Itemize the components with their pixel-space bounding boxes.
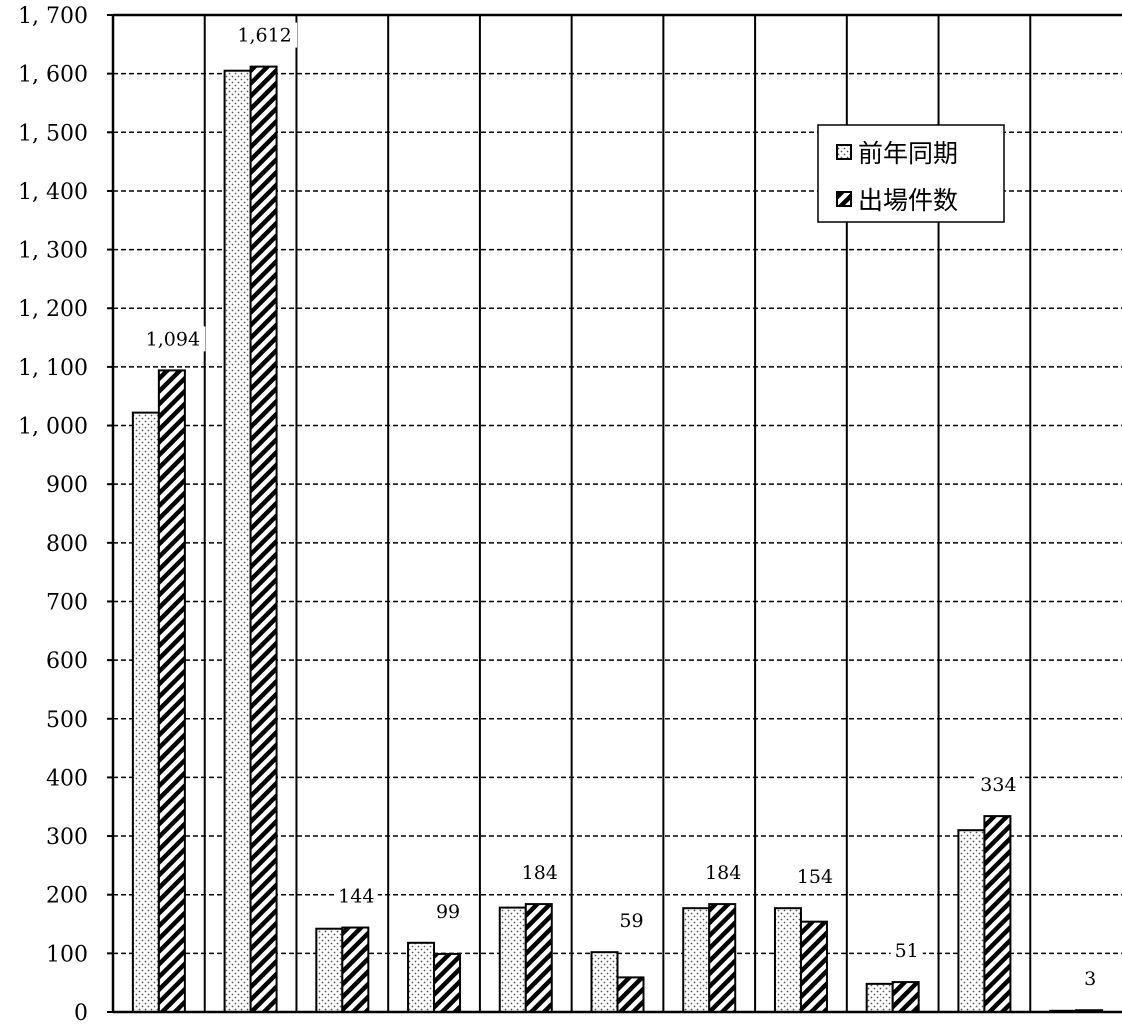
dispatch-count-bar [891,981,920,1014]
previous-year-bar [865,982,894,1014]
data-label: 51 [895,940,919,962]
legend-label-previous-year: 前年同期 [858,139,958,168]
y-tick-label: 1, 700 [18,4,88,29]
y-tick-label: 0 [74,1001,88,1026]
previous-year-bar [498,906,527,1013]
previous-year-bar [590,951,619,1013]
y-tick-label: 1, 500 [18,121,88,146]
bars [131,65,1104,1014]
dispatch-count-bar [983,815,1012,1014]
data-label: 154 [797,866,833,888]
data-label-background [615,908,648,934]
data-label: 144 [338,886,374,908]
data-label-background [701,860,745,886]
dispatch-count-bar [616,976,645,1014]
data-label-background [976,772,1020,798]
y-tick-label: 100 [46,942,88,967]
previous-year-bar [957,829,986,1013]
axes: 0 100 200 300 400 500 600 700 800 900 1, 000 1, 100… [18,4,1122,1026]
data-label: 1,094 [146,328,200,350]
data-label-background [793,864,837,890]
legend-swatch-dispatch-count [836,191,852,207]
y-tick-label: 400 [46,766,88,791]
previous-year-bar [773,907,802,1013]
data-labels: 1,094 1,612 144 99 184 59 184 154 51 334 3 [140,22,1101,992]
category-dividers [203,15,1032,1012]
data-label-background [890,938,923,964]
y-tick-label: 200 [46,884,88,909]
data-label: 184 [522,862,558,884]
previous-year-bar [407,941,436,1013]
data-label: 59 [619,910,643,932]
y-tick-label: 1, 200 [18,297,88,322]
previous-year-bar [223,69,252,1013]
y-tick-label: 1, 000 [18,415,88,440]
y-tick-label: 1, 300 [18,239,88,264]
data-label: 3 [1084,968,1096,990]
data-label: 184 [705,862,741,884]
previous-year-bar [315,927,344,1014]
data-label-background [518,860,562,886]
data-label: 99 [436,901,460,923]
previous-year-bar [682,907,711,1013]
y-tick-label: 1, 600 [18,63,88,88]
legend: 前年同期 出場件数 [817,124,1005,223]
previous-year-bar [131,411,160,1013]
dispatch-count-bar [524,903,553,1014]
y-tick-label: 300 [46,825,88,850]
y-tick-label: 800 [46,532,88,557]
data-label-background [232,22,298,48]
legend-swatch-previous-year [836,144,852,160]
data-label-background [432,898,465,924]
dispatch-count-bar [341,926,370,1013]
dispatch-count-bar [433,952,462,1013]
dispatch-count-bar [249,65,278,1013]
data-label: 334 [980,774,1016,796]
data-label-background [140,326,206,352]
dispatch-count-bar [799,920,828,1013]
y-tick-label: 600 [46,649,88,674]
y-tick-label: 1, 400 [18,180,88,205]
y-tick-label: 900 [46,473,88,498]
dispatch-count-bar [708,903,737,1014]
y-tick-label: 700 [46,590,88,615]
y-tick-label: 500 [46,708,88,733]
dispatch-count-bar [157,369,186,1013]
data-label-background [334,883,378,909]
data-label: 1,612 [237,25,291,47]
y-tick-label: 1, 100 [18,356,88,381]
legend-label-dispatch-count: 出場件数 [858,186,958,215]
data-label-background [1079,966,1101,992]
